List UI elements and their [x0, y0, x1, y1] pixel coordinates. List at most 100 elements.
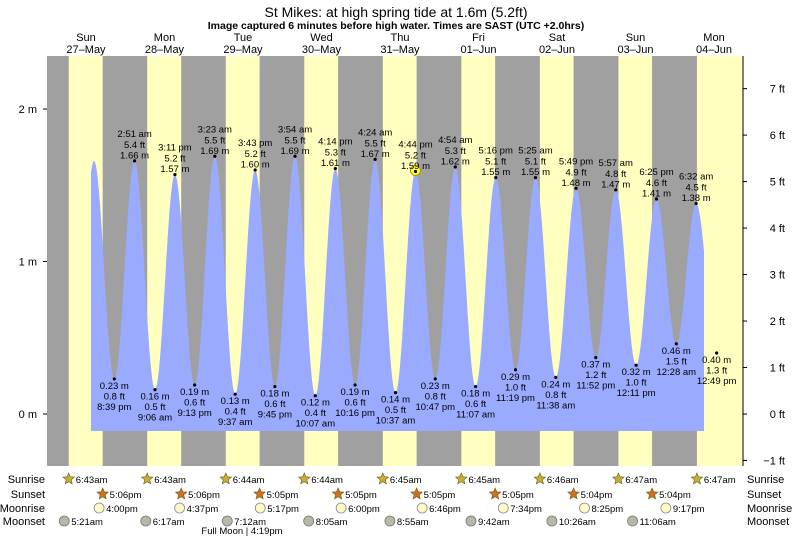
high-tide-marker: 5:49 pm4.9 ft1.48 m [559, 156, 593, 190]
tide-height-m: 0.37 m [581, 360, 610, 371]
tide-height-m: 1.66 m [120, 150, 149, 161]
high-tide-marker: 3:11 pm5.2 ft1.57 m [158, 143, 192, 177]
chart-title: St Mikes: at high spring tide at 1.6m (5… [264, 4, 527, 20]
tide-height-m: 0.46 m [662, 346, 691, 357]
sunrise-time: 6:47am [704, 475, 736, 486]
tide-height-ft: 0.8 ft [545, 390, 566, 401]
tide-height-m: 0.24 m [541, 379, 570, 390]
high-tide-marker: 4:54 am5.3 ft1.62 m [438, 135, 473, 169]
moonset-time: 5:21am [71, 517, 103, 528]
tide-point [233, 392, 237, 396]
sunrise-time: 6:44am [233, 475, 265, 486]
day-of-week: Mon [703, 32, 724, 44]
sunset-time: 5:05pm [424, 490, 456, 501]
tide-time: 6:25 pm [639, 167, 673, 178]
sunrise-icon [140, 472, 154, 485]
tide-height-m: 1.59 m [401, 161, 430, 172]
day-of-week: Sun [76, 32, 96, 44]
right-tick-label: 7 ft [770, 84, 785, 96]
tide-point [715, 351, 719, 355]
tide-height-m: 1.41 m [642, 188, 671, 199]
tide-point [674, 342, 678, 346]
tide-time: 4:54 am [438, 135, 472, 146]
tide-height-ft: 4.8 ft [605, 169, 626, 180]
right-tick-label: 1 ft [770, 363, 785, 375]
sunrise-time: 6:43am [154, 475, 186, 486]
moonset-icon [384, 515, 396, 527]
low-tide-marker: 0.18 m0.6 ft9:45 pm [258, 384, 292, 421]
sunrise-time: 6:45am [468, 475, 500, 486]
tide-time: 5:16 pm [479, 146, 513, 157]
tide-height-ft: 5.2 ft [405, 151, 426, 162]
daylight-band [696, 56, 743, 466]
tide-height-ft: 5.3 ft [325, 147, 346, 158]
tide-height-ft: 5.5 ft [284, 135, 305, 146]
moonset-time: 7:12am [234, 517, 266, 528]
sunset-time: 5:04pm [581, 490, 613, 501]
sunrise-time: 6:44am [311, 475, 343, 486]
tide-time: 11:19 pm [496, 393, 535, 404]
moonrise-icon [497, 502, 509, 514]
tide-height-m: 0.19 m [180, 387, 209, 398]
tide-height-m: 1.69 m [200, 146, 229, 157]
moonrise-icon [174, 502, 186, 514]
sunset-time: 5:05pm [345, 490, 377, 501]
tide-height-m: 0.40 m [702, 355, 731, 366]
sunrise-icon [611, 472, 625, 485]
moonset-time: 9:42am [478, 517, 510, 528]
sunset-icon [96, 487, 110, 500]
tide-time: 10:37 am [376, 416, 416, 427]
tide-height-m: 1.67 m [361, 149, 390, 160]
date-headers: Sun27–MayMon28–MayTue29–MayWed30–MayThu3… [66, 32, 732, 56]
day-of-week: Thu [391, 32, 410, 44]
tide-height-ft: 5.5 ft [365, 138, 386, 149]
tide-time: 5:49 pm [559, 156, 593, 167]
tide-point [193, 383, 197, 387]
tide-height-ft: 1.2 ft [585, 370, 606, 381]
day-date: 27–May [66, 44, 106, 56]
tide-point [333, 166, 337, 171]
tide-height-ft: 5.2 ft [164, 154, 185, 165]
tide-height-m: 0.16 m [140, 392, 169, 403]
moonrise-time: 6:00pm [348, 504, 380, 515]
right-tick-label: 2 ft [770, 316, 785, 328]
sunset-time: 5:05pm [267, 490, 299, 501]
right-tick-label: −1 ft [763, 455, 785, 467]
tide-height-ft: 0.8 ft [425, 391, 446, 402]
tide-height-m: 0.14 m [381, 395, 410, 406]
low-tide-marker: 0.13 m0.4 ft9:37 am [218, 392, 252, 428]
tide-point [494, 176, 498, 180]
tide-time: 4:14 pm [318, 136, 352, 147]
moonset-icon [303, 515, 315, 527]
sunrise-time: 6:43am [76, 475, 108, 486]
high-tide-marker: 3:23 am5.5 ft1.69 m [198, 124, 232, 158]
day-of-week: Fri [472, 32, 485, 44]
tide-time: 10:07 am [296, 419, 336, 430]
tide-height-m: 1.60 m [241, 160, 270, 171]
tide-point [474, 384, 478, 389]
tide-height-ft: 5.3 ft [445, 146, 466, 157]
tide-time: 9:45 pm [258, 410, 292, 421]
tide-time: 12:28 am [656, 367, 696, 378]
tide-point [413, 169, 418, 174]
sunrise-icon [454, 472, 468, 485]
sunset-icon [567, 487, 581, 500]
tide-height-ft: 0.5 ft [144, 402, 165, 413]
tide-height-ft: 1.3 ft [706, 366, 727, 377]
day-date: 28–May [145, 44, 185, 56]
sunset-time: 5:05pm [502, 490, 534, 501]
row-label-left: Sunset [11, 489, 45, 501]
tide-point [513, 368, 518, 372]
high-tide-marker: 4:44 pm5.2 ft1.59 m [398, 140, 433, 177]
sunrise-time: 6:47am [625, 475, 657, 486]
tide-time: 11:52 pm [576, 381, 615, 392]
left-tick-label: 2 m [19, 104, 37, 116]
tide-height-ft: 0.6 ft [345, 398, 366, 409]
tide-height-m: 1.55 m [521, 167, 550, 178]
